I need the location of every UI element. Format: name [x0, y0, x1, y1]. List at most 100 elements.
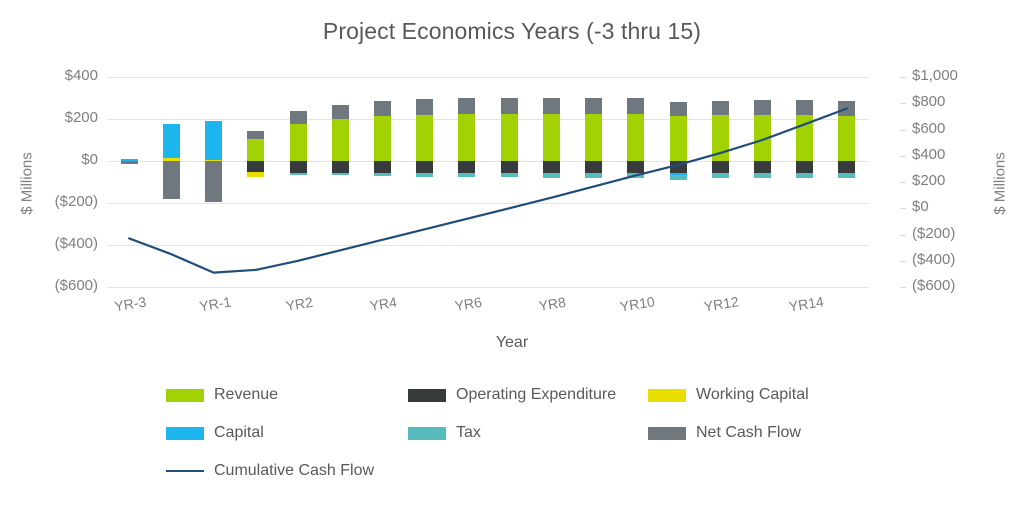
- y-tick-label-primary: ($400): [54, 235, 98, 252]
- bar-column[interactable]: [500, 77, 518, 287]
- legend-item[interactable]: Net Cash Flow: [648, 424, 801, 442]
- y-tick-label-secondary: ($600): [912, 277, 956, 294]
- legend-item[interactable]: Revenue: [166, 386, 278, 404]
- bar-column[interactable]: [753, 77, 771, 287]
- x-tick-label: YR-3: [113, 293, 148, 315]
- y-tick-mark-secondary: [900, 234, 906, 236]
- y-tick-label-secondary: $600: [912, 119, 946, 137]
- bar-segment: [627, 172, 645, 178]
- bar-column[interactable]: [162, 77, 180, 287]
- bar-segment: [796, 99, 814, 115]
- chart-legend: Revenue Operating Expenditure Working Capi…: [0, 386, 1024, 500]
- bar-segment: [796, 172, 814, 179]
- bar-segment: [753, 114, 771, 161]
- bar-segment: [416, 114, 434, 161]
- y-tick-label-primary: $0: [81, 151, 98, 168]
- bar-segment: [331, 161, 349, 173]
- legend-label: Revenue: [214, 386, 279, 403]
- bar-segment: [289, 111, 307, 125]
- bar-segment: [542, 161, 560, 173]
- x-tick-label: YR6: [453, 293, 483, 314]
- y-tick-mark-secondary: [900, 260, 906, 262]
- bar-column[interactable]: [585, 77, 603, 287]
- bar-column[interactable]: [331, 77, 349, 287]
- legend-label: Tax: [456, 424, 481, 441]
- legend-item[interactable]: Operating Expenditure: [408, 386, 616, 404]
- bar-segment: [373, 172, 391, 177]
- legend-row: Capital Tax Net Cash Flow: [0, 424, 1024, 462]
- y-tick-label-secondary: $1,000: [912, 67, 958, 84]
- bar-segment: [627, 161, 645, 173]
- y-tick-label-secondary: $800: [912, 93, 946, 111]
- bar-segment: [373, 115, 391, 161]
- bar-segment: [585, 98, 603, 115]
- bar-segment: [585, 114, 603, 161]
- bar-column[interactable]: [247, 77, 265, 287]
- y-tick-label-secondary: $0: [912, 198, 929, 216]
- y-tick-mark-secondary: [900, 182, 906, 183]
- legend-item[interactable]: Cumulative Cash Flow: [166, 462, 374, 480]
- y-tick-label-primary: $400: [64, 67, 98, 84]
- bar-column[interactable]: [669, 77, 687, 287]
- bar-column[interactable]: [416, 77, 434, 287]
- bar-column[interactable]: [458, 77, 476, 287]
- bar-column[interactable]: [627, 77, 645, 287]
- bar-segment: [373, 100, 391, 116]
- bar-segment: [331, 172, 349, 176]
- bar-segment: [542, 172, 560, 178]
- bar-segment: [796, 161, 814, 173]
- bar-segment: [247, 171, 265, 178]
- legend-color-swatch: [408, 426, 446, 440]
- bar-segment: [205, 120, 223, 160]
- x-tick-label: YR12: [702, 293, 741, 315]
- bar-column[interactable]: [838, 77, 856, 287]
- legend-color-swatch: [648, 388, 686, 402]
- bar-segment: [669, 115, 687, 161]
- bar-segment: [838, 172, 856, 179]
- bar-segment: [542, 98, 560, 115]
- y-tick-mark-secondary: [900, 103, 906, 105]
- legend-color-swatch: [408, 388, 446, 402]
- bar-segment: [289, 161, 307, 173]
- legend-color-swatch: [166, 426, 204, 440]
- bar-segment: [458, 172, 476, 178]
- bar-segment: [542, 114, 560, 161]
- bar-segment: [289, 172, 307, 175]
- bar-segment: [796, 114, 814, 161]
- bar-column[interactable]: [205, 77, 223, 287]
- bar-segment: [416, 161, 434, 173]
- legend-item[interactable]: Working Capital: [648, 386, 809, 404]
- bar-segment: [205, 161, 223, 203]
- x-axis-title: Year: [495, 334, 529, 351]
- x-tick-label: YR8: [537, 293, 568, 314]
- bar-column[interactable]: [120, 77, 138, 287]
- bar-segment: [162, 124, 180, 159]
- bar-segment: [331, 104, 349, 119]
- bar-segment: [669, 101, 687, 116]
- bar-segment: [247, 161, 265, 172]
- bar-column[interactable]: [542, 77, 560, 287]
- bar-segment: [416, 99, 434, 115]
- y-tick-label-primary: ($600): [54, 277, 98, 294]
- bar-column[interactable]: [289, 77, 307, 287]
- legend-label: Operating Expenditure: [456, 386, 617, 403]
- legend-color-swatch: [166, 388, 204, 402]
- bar-segment: [711, 172, 729, 178]
- bar-segment: [711, 115, 729, 161]
- bar-segment: [373, 161, 391, 173]
- bar-column[interactable]: [373, 77, 391, 287]
- bar-column[interactable]: [796, 77, 814, 287]
- bar-segment: [500, 98, 518, 115]
- legend-item[interactable]: Capital: [166, 424, 264, 442]
- y-tick-label-primary: ($200): [54, 193, 98, 210]
- bar-segment: [711, 161, 729, 173]
- bar-segment: [838, 161, 856, 173]
- bar-segment: [711, 100, 729, 116]
- x-tick-label: YR14: [787, 293, 825, 315]
- y-tick-mark-secondary: [900, 77, 906, 78]
- legend-item[interactable]: Tax: [408, 424, 481, 442]
- x-tick-label: YR10: [618, 293, 656, 315]
- bar-column[interactable]: [711, 77, 729, 287]
- legend-label: Net Cash Flow: [696, 424, 801, 441]
- y-tick-mark-secondary: [900, 155, 906, 157]
